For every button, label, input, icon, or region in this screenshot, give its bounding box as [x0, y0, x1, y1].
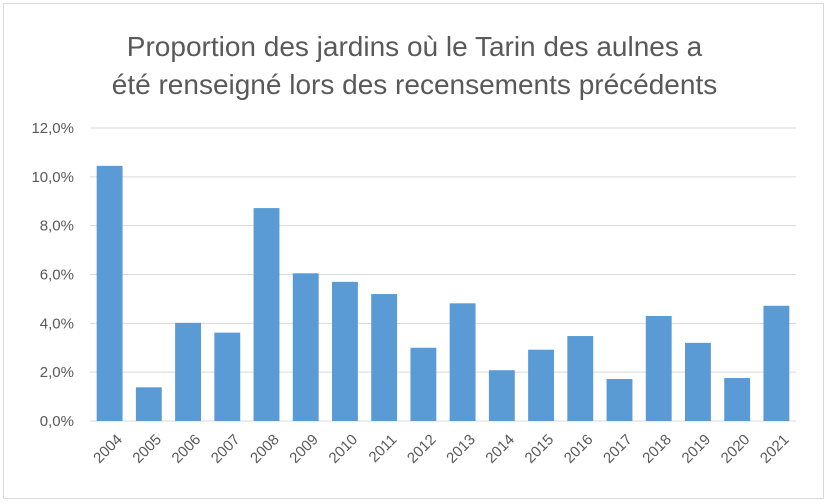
- y-tick-label: 4,0%: [40, 315, 74, 332]
- x-tick-label: 2015: [522, 431, 558, 467]
- bar-2013: [449, 303, 476, 421]
- x-tick-label: 2007: [208, 431, 244, 467]
- bar-2008: [253, 208, 280, 421]
- x-tick-label: 2019: [679, 431, 715, 467]
- x-tick-label: 2013: [443, 431, 479, 467]
- x-tick-label: 2004: [90, 431, 126, 467]
- bar-2005: [135, 387, 162, 421]
- y-tick-label: 2,0%: [40, 364, 74, 381]
- y-tick-label: 6,0%: [40, 267, 74, 284]
- x-tick-label: 2016: [561, 431, 597, 467]
- bar-2004: [96, 165, 123, 421]
- x-tick-label: 2014: [482, 431, 518, 467]
- y-tick-label: 0,0%: [40, 413, 74, 430]
- bar-2014: [488, 370, 515, 421]
- x-tick-label: 2006: [169, 431, 205, 467]
- bar-2009: [292, 273, 319, 421]
- y-tick-label: 12,0%: [31, 120, 74, 137]
- chart-title: Proportion des jardins où le Tarin des a…: [0, 28, 829, 104]
- bar-2010: [332, 281, 358, 421]
- x-tick-label: 2005: [129, 431, 165, 467]
- x-tick-label: 2010: [326, 431, 362, 467]
- chart-title-line-2: été renseigné lors des recensements préc…: [111, 69, 718, 100]
- x-tick-label: 2017: [600, 431, 636, 467]
- bar-2011: [371, 294, 398, 421]
- x-tick-label: 2021: [757, 431, 793, 467]
- x-tick-label: 2008: [247, 431, 283, 467]
- x-tick-label: 2020: [718, 431, 754, 467]
- y-tick-label: 10,0%: [31, 169, 74, 186]
- x-tick-label: 2012: [404, 431, 440, 467]
- bar-2006: [175, 322, 201, 421]
- x-tick-label: 2011: [366, 431, 401, 466]
- bar-2018: [645, 316, 672, 421]
- bar-2020: [724, 378, 751, 421]
- x-tick-label: 2009: [286, 431, 322, 467]
- bar-2012: [410, 347, 437, 421]
- y-tick-label: 8,0%: [40, 218, 74, 235]
- bar-2017: [606, 379, 633, 421]
- x-tick-label: 2018: [639, 431, 675, 467]
- bar-2019: [685, 342, 711, 421]
- bar-2007: [214, 332, 241, 421]
- bar-2015: [528, 349, 554, 421]
- bar-2021: [763, 305, 790, 421]
- chart-title-line-1: Proportion des jardins où le Tarin des a…: [126, 31, 703, 62]
- bar-2016: [567, 336, 594, 421]
